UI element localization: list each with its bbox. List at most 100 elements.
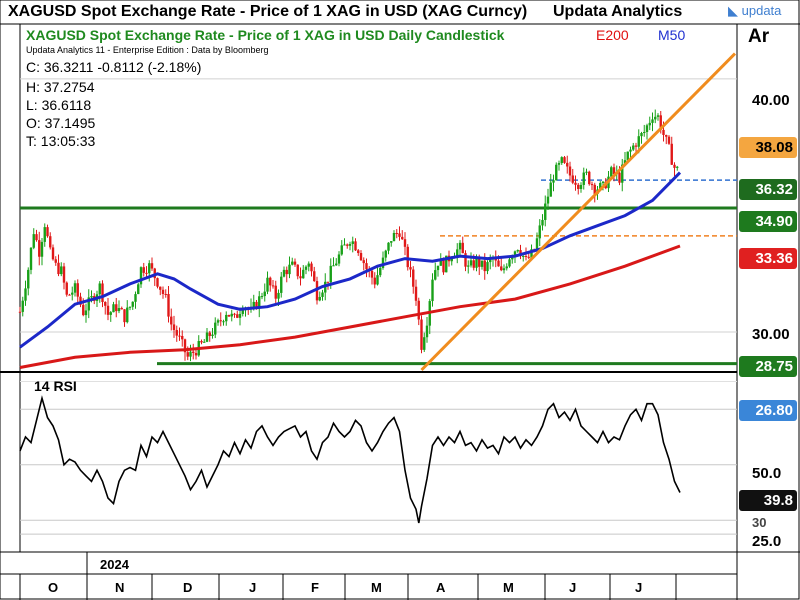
candle-body [172,324,176,331]
candle-body [216,320,220,323]
candle-body [126,307,129,323]
candle-body [362,260,365,264]
candle-body [582,172,585,185]
candle-body [32,234,35,248]
candle-body [544,203,547,220]
candle-body [255,301,258,309]
candle-body [434,270,437,280]
corner-label: Ar [748,26,770,47]
candle-body [145,272,148,274]
y-tick-40: 40.00 [752,92,790,109]
candle-body [527,256,530,258]
candle-body [117,308,121,312]
candle-body [392,232,396,242]
candle-body [359,253,363,261]
rsi-tick-25: 25.0 [752,533,782,550]
candle-body [315,281,319,301]
candle-body [665,134,668,137]
candle-body [425,325,429,338]
candle-body [296,264,299,277]
candle-body [563,157,566,163]
candle-body [486,262,489,272]
candle-body [161,289,165,294]
candle-body [489,259,492,263]
candle-body [626,151,629,161]
candle-body [464,253,467,267]
candle-body [676,166,679,168]
candle-body [645,125,649,132]
candle-body [68,294,71,296]
candle-body [200,341,203,343]
candle-body [159,286,162,290]
candle-body [357,250,360,254]
month-j2: J [569,580,577,595]
candle-body [343,244,346,246]
candle-body [469,260,473,266]
updata-logo: ◣ updata [728,3,781,19]
candle-body [475,257,478,268]
candle-body [593,184,596,195]
candle-body [46,227,49,237]
candle-body [181,335,184,340]
candle-body [351,241,354,244]
candle-body [478,257,481,267]
candle-body [670,143,673,165]
candle-body [137,284,140,295]
rsi-title: 14 RSI [34,378,77,394]
candle-body [406,246,409,268]
candle-body [337,254,341,264]
candle-body [263,291,266,297]
candle-body [379,267,382,276]
candle-body [414,286,418,301]
tag-28.75: 28.75 [739,356,797,377]
candle-body [640,133,643,137]
candle-body [560,157,563,164]
candle-body [398,233,401,237]
candle-body [423,337,426,350]
candle-body [577,184,580,189]
ema200-line [19,244,681,369]
candle-body [208,332,211,336]
candle-body [458,242,462,250]
ma50-line [19,171,682,349]
rsi-tick-50: 50.0 [752,465,782,482]
candle-body [505,266,508,269]
candle-body [71,292,74,295]
month-j3: J [635,580,643,595]
candle-body [634,145,638,147]
candle-body [662,129,665,135]
candle-body [43,227,46,242]
candle-body [142,267,145,273]
candle-body [87,297,90,311]
candle-body [412,269,415,287]
candle-body [500,266,503,271]
candle-body [230,313,233,317]
candle-body [667,136,671,144]
candle-body [18,311,22,313]
candle-body [431,279,434,302]
candle-body [623,160,627,165]
legend-m50: M50 [658,27,686,43]
candle-body [332,265,335,267]
candle-body [178,335,181,337]
candle-body [288,264,291,275]
candle-body [318,296,321,301]
candle-body [62,266,66,283]
candle-body [610,167,613,177]
candle-body [203,341,206,343]
candle-body [101,283,104,302]
month-m2: M [503,580,514,595]
candle-body [293,261,297,265]
candle-body [277,292,280,299]
candle-body [156,278,159,287]
candle-body [365,263,368,270]
candle-body [629,149,632,152]
candle-body [233,313,236,315]
candle-body [450,258,453,262]
candle-body [131,301,134,307]
candle-body [439,259,442,266]
candle-body [329,265,332,283]
candle-body [552,180,555,183]
candle-body [483,260,486,272]
